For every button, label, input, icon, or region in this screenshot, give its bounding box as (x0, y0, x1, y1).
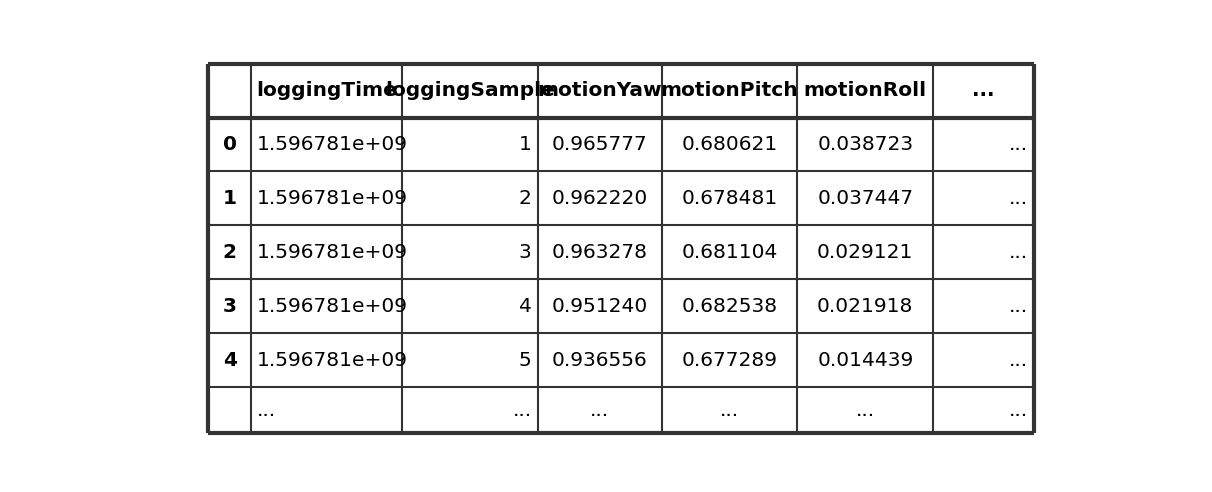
Text: ...: ... (1008, 189, 1028, 208)
Text: loggingSample: loggingSample (385, 81, 555, 100)
Text: 0.037447: 0.037447 (817, 189, 914, 208)
Text: 3: 3 (223, 297, 236, 316)
Text: ...: ... (1008, 135, 1028, 154)
Text: 0.680621: 0.680621 (681, 135, 778, 154)
Text: 0.682538: 0.682538 (681, 297, 778, 316)
Text: motionRoll: motionRoll (804, 81, 927, 100)
Text: ...: ... (1008, 243, 1028, 262)
Text: ...: ... (720, 400, 739, 420)
Text: 1.596781e+09: 1.596781e+09 (257, 189, 408, 208)
Text: ...: ... (513, 400, 532, 420)
Text: 2: 2 (223, 243, 236, 262)
Text: 0.029121: 0.029121 (817, 243, 914, 262)
Text: 0.014439: 0.014439 (817, 351, 914, 369)
Text: 0.677289: 0.677289 (681, 351, 778, 369)
Text: motionYaw: motionYaw (538, 81, 662, 100)
Text: 0: 0 (223, 135, 236, 154)
Text: 1.596781e+09: 1.596781e+09 (257, 351, 408, 369)
Text: 4: 4 (519, 297, 532, 316)
Text: 4: 4 (223, 351, 236, 369)
Text: 1.596781e+09: 1.596781e+09 (257, 297, 408, 316)
Text: 0.962220: 0.962220 (551, 189, 648, 208)
Text: 0.951240: 0.951240 (551, 297, 648, 316)
Text: 0.038723: 0.038723 (817, 135, 914, 154)
Text: 0.021918: 0.021918 (817, 297, 914, 316)
Text: 2: 2 (519, 189, 532, 208)
Text: ...: ... (257, 400, 276, 420)
Text: ...: ... (1008, 351, 1028, 369)
Text: ...: ... (972, 81, 995, 100)
Text: 3: 3 (519, 243, 532, 262)
Text: ...: ... (1008, 297, 1028, 316)
Text: 1: 1 (223, 189, 236, 208)
Text: 0.936556: 0.936556 (551, 351, 647, 369)
Text: loggingTime: loggingTime (256, 81, 398, 100)
Text: 0.963278: 0.963278 (551, 243, 648, 262)
Text: 0.678481: 0.678481 (681, 189, 778, 208)
Text: motionPitch: motionPitch (661, 81, 799, 100)
Text: 1: 1 (519, 135, 532, 154)
Text: 1.596781e+09: 1.596781e+09 (257, 135, 408, 154)
Text: 0.965777: 0.965777 (551, 135, 647, 154)
Text: 0.681104: 0.681104 (681, 243, 778, 262)
Text: 1.596781e+09: 1.596781e+09 (257, 243, 408, 262)
Text: ...: ... (590, 400, 610, 420)
Text: ...: ... (1008, 400, 1028, 420)
Text: ...: ... (856, 400, 875, 420)
Text: 5: 5 (519, 351, 532, 369)
